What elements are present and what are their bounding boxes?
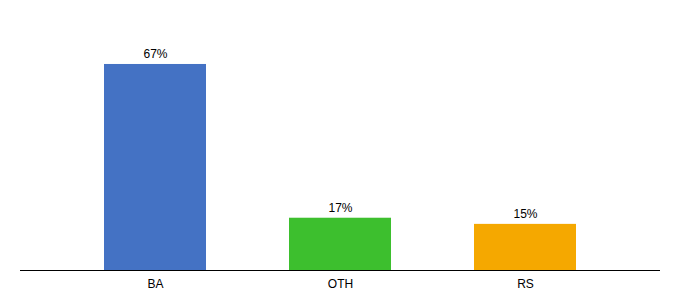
svg-text:RS: RS [517, 277, 534, 291]
svg-text:67%: 67% [143, 47, 167, 61]
svg-text:15%: 15% [513, 207, 537, 221]
svg-text:OTH: OTH [328, 277, 353, 291]
svg-text:BA: BA [147, 277, 163, 291]
svg-text:17%: 17% [328, 201, 352, 215]
